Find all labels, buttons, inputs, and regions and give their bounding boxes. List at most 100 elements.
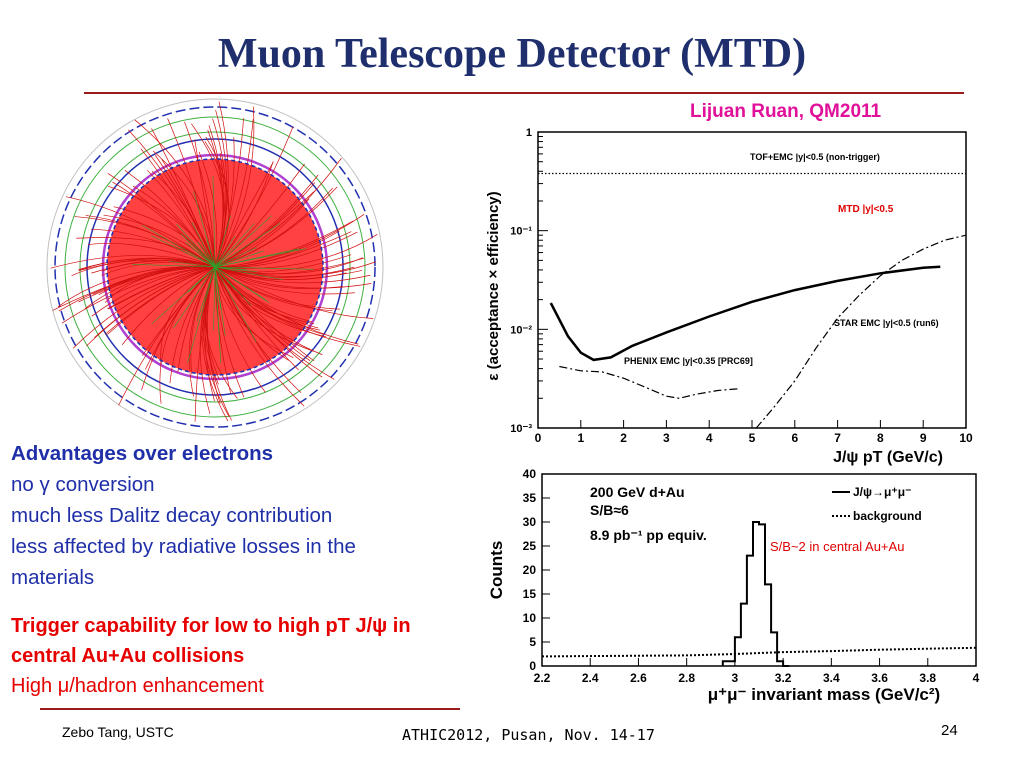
advantage-1: no γ conversion — [11, 473, 155, 496]
track — [214, 266, 327, 338]
track — [214, 266, 363, 280]
annotation-central: S/B~2 in central Au+Au — [770, 539, 904, 554]
efficiency-y-tick: 10⁻³ — [510, 423, 532, 435]
track — [214, 266, 371, 284]
green-track — [185, 242, 216, 268]
green-track — [213, 266, 216, 331]
track — [214, 266, 333, 312]
track — [167, 118, 216, 268]
green-track — [205, 237, 216, 268]
track — [76, 237, 216, 268]
mass-x-tick: 4 — [973, 671, 980, 685]
legend-staremc: STAR EMC |y|<0.5 (run6) — [834, 318, 939, 328]
mass-x-tick: 2.6 — [630, 671, 647, 685]
mass-y-tick: 10 — [523, 611, 537, 625]
green-track — [214, 223, 281, 268]
mass-x-tick: 3.8 — [919, 671, 936, 685]
mass-x-tick: 3.6 — [871, 671, 888, 685]
track — [214, 266, 271, 363]
green-track — [131, 264, 216, 268]
track — [214, 198, 310, 268]
invariant-mass-chart: 2.2 2.4 2.6 2.8 3 3.2 3.4 3.6 3.8 4 0 5 10 15 20 25 30 3… — [487, 467, 980, 704]
track — [128, 129, 216, 268]
efficiency-x-tick: 4 — [706, 431, 713, 445]
track — [107, 173, 216, 268]
track — [214, 118, 244, 268]
efficiency-x-tick: 0 — [535, 431, 542, 445]
annotation-lumi: 8.9 pb⁻¹ pp equiv. — [590, 527, 707, 543]
mass-y-tick: 40 — [523, 467, 537, 481]
efficiency-y-tick: 10⁻² — [510, 324, 532, 336]
track — [214, 266, 311, 361]
green-track — [214, 266, 221, 309]
green-track — [150, 235, 216, 268]
magnet-ring — [64, 116, 366, 418]
efficiency-x-tick: 10 — [959, 431, 973, 445]
mass-x-tick: 2.2 — [534, 671, 551, 685]
mass-y-tick: 25 — [523, 539, 537, 553]
track — [50, 255, 216, 269]
green-track — [188, 266, 216, 293]
track — [198, 151, 218, 268]
trigger-line-1: Trigger capability for low to high pT J/… — [11, 615, 411, 637]
green-track — [212, 176, 216, 268]
mass-xlabel: μ⁺μ⁻ invariant mass (GeV/c²) — [708, 685, 940, 704]
green-track — [191, 221, 216, 268]
track — [112, 181, 216, 268]
track — [94, 266, 216, 338]
green-track — [141, 225, 216, 268]
slide-title: Muon Telescope Detector (MTD) — [217, 31, 807, 77]
advantage-4: materials — [11, 566, 95, 589]
green-track — [214, 247, 257, 268]
mass-y-tick: 30 — [523, 515, 537, 529]
green-track — [176, 223, 216, 268]
track — [84, 266, 216, 309]
jpsi-histogram — [721, 521, 790, 667]
green-track — [214, 250, 264, 268]
track — [214, 266, 305, 407]
track — [113, 206, 216, 268]
track-lines — [50, 101, 378, 422]
green-track — [197, 241, 216, 268]
track — [159, 266, 216, 404]
green-track — [214, 266, 247, 271]
mass-ylabel: Counts — [487, 541, 506, 600]
track — [107, 185, 216, 268]
outer-ring — [46, 98, 384, 436]
track — [72, 266, 216, 349]
footer-author: Zebo Tang, USTC — [62, 724, 174, 740]
efficiency-x-tick: 1 — [577, 431, 584, 445]
track — [214, 261, 376, 277]
track — [214, 233, 378, 269]
efficiency-series-line — [755, 234, 967, 429]
efficiency-y-tick: 10⁻¹ — [510, 226, 532, 238]
green-track — [214, 236, 236, 268]
track — [214, 153, 225, 268]
track — [214, 220, 354, 268]
trigger-line-2: central Au+Au collisions — [11, 645, 245, 667]
track — [214, 161, 274, 268]
mass-y-tick: 35 — [523, 491, 537, 505]
emc-ring — [79, 131, 351, 403]
efficiency-series-line — [559, 365, 740, 399]
legend-jpsi: J/ψ→μ⁺μ⁻ — [853, 485, 911, 499]
green-track — [214, 223, 255, 268]
green-track — [214, 266, 221, 348]
legend-bkg: background — [853, 509, 922, 523]
mass-y-tick: 5 — [529, 635, 536, 649]
page-number: 24 — [941, 722, 958, 739]
green-track — [214, 266, 284, 281]
green-tracks — [131, 176, 314, 364]
efficiency-series-line — [549, 265, 941, 362]
mass-x-tick: 2.8 — [678, 671, 695, 685]
green-track — [214, 266, 252, 306]
efficiency-y-tick: 1 — [526, 127, 532, 139]
legend-phenix: PHENIX EMC |y|<0.35 [PRC69] — [624, 356, 753, 366]
track — [104, 266, 216, 335]
mass-x-tick: 3 — [732, 671, 739, 685]
track — [124, 170, 216, 268]
legend-mtd: MTD |y|<0.5 — [838, 204, 894, 215]
green-track — [214, 248, 306, 268]
track — [160, 266, 216, 365]
annotation-sb: S/B≈6 — [590, 502, 629, 518]
